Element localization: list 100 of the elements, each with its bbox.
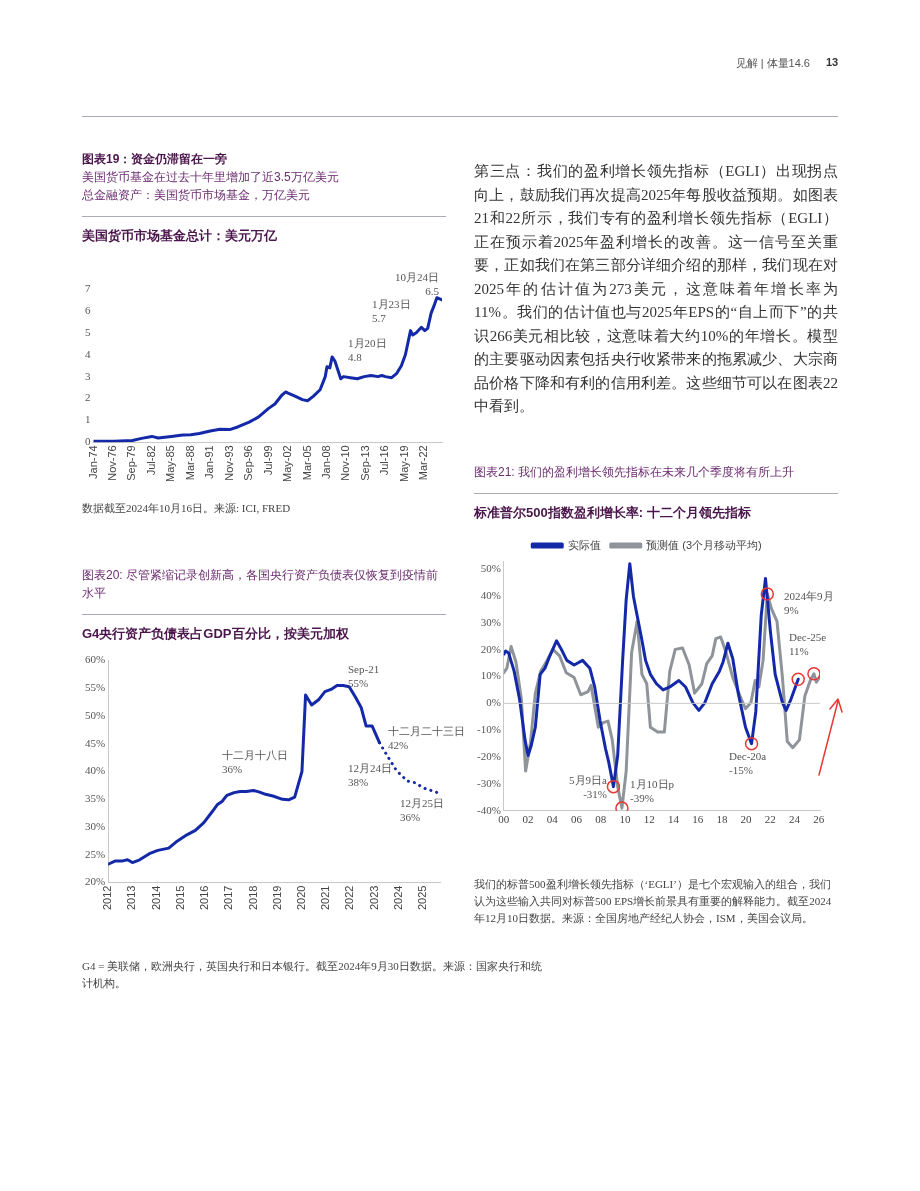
x-tick-label: May-02 xyxy=(281,445,294,483)
annotation: Dec-25e 11% xyxy=(789,631,827,658)
y-tick-label: 45% xyxy=(84,736,106,749)
y-tick-label: -30% xyxy=(477,776,501,789)
y-tick-label: -10% xyxy=(477,723,501,736)
x-tick-label: 08 xyxy=(595,813,607,826)
x-tick-label: 2015 xyxy=(173,885,186,911)
annotation: 十二月十八日 36% xyxy=(222,749,288,776)
y-tick-label: 1 xyxy=(85,413,91,426)
text: 数据截至2024年10月16日。来源: ICI, FRED xyxy=(82,501,292,516)
x-tick-label: 26 xyxy=(813,813,825,826)
y-tick-label: 4 xyxy=(85,347,91,360)
y-tick-label: -40% xyxy=(477,803,501,816)
annotation: 10月24日 6.5 xyxy=(395,271,440,298)
x-tick-label: 2017 xyxy=(222,885,235,911)
x-tick-label: 2016 xyxy=(198,885,211,911)
x-tick-label: 24 xyxy=(789,813,801,826)
x-tick-label: 20 xyxy=(740,813,753,826)
x-tick-label: 04 xyxy=(546,813,559,826)
annotation: 1月23日 5.7 xyxy=(372,298,411,325)
x-tick-label: Nov-76 xyxy=(105,445,118,481)
y-tick-label: 40% xyxy=(480,588,501,601)
y-tick-label: 50% xyxy=(84,708,106,721)
y-tick-label: 35% xyxy=(84,792,106,805)
x-tick-label: Sep-96 xyxy=(242,445,255,481)
text: 标准普尔500指数盈利增长率: 十二个月领先指标 xyxy=(474,504,752,522)
x-tick-label: 12 xyxy=(643,813,655,826)
y-tick-label: 60% xyxy=(84,653,106,666)
text: 美国货币市场基金总计：美元万亿 xyxy=(82,227,278,245)
x-tick-label: 2021 xyxy=(319,885,332,911)
x-tick-label: Jan-08 xyxy=(320,445,333,479)
x-tick-label: 2019 xyxy=(270,885,283,911)
x-tick-label: 14 xyxy=(667,813,680,826)
x-tick-label: 18 xyxy=(716,813,728,826)
text: G4 = 美联储，欧洲央行，英国央行和日本银行。截至2024年9月30日数据。来源：国家央行和统计机构。 xyxy=(82,959,543,991)
y-tick-label: 30% xyxy=(84,819,106,832)
annotation: Dec-20a -15% xyxy=(729,750,767,777)
x-tick-label: Jan-91 xyxy=(203,445,216,479)
x-tick-label: May-85 xyxy=(164,445,177,483)
x-tick-label: 2012 xyxy=(101,885,114,911)
annotation: 十二月二十三日 42% xyxy=(388,725,465,752)
text: G4央行资产负债表占GDP百分比，按美元加权 xyxy=(82,625,350,643)
point xyxy=(791,672,805,686)
x-tick-label: 16 xyxy=(692,813,704,826)
x-tick-label: 2018 xyxy=(246,885,259,911)
x-tick-label: Jul-82 xyxy=(144,445,157,476)
y-axis-title: 总金融资产：美国货币市场基金，万亿美元 xyxy=(82,187,311,204)
x-tick-label: Sep-79 xyxy=(125,445,138,481)
y-tick-label: 3 xyxy=(85,369,91,382)
annotation: 1月10日p -39% xyxy=(630,778,675,805)
x-tick-label: 2023 xyxy=(367,885,380,911)
x-tick-label: Nov-93 xyxy=(222,445,235,481)
text: 见解 | 体量14.6 xyxy=(734,56,810,71)
annotation: 2024年9月 9% xyxy=(784,590,834,617)
x-tick-label: 2014 xyxy=(149,885,162,911)
y-tick-label: 0% xyxy=(486,696,501,709)
y-tick-label: 7 xyxy=(85,281,91,294)
annotation: 12月25日 36% xyxy=(400,797,444,824)
chart-subtitle: 美国货币基金在过去十年里增加了近3.5万亿美元 xyxy=(82,169,340,186)
y-tick-label: 50% xyxy=(480,561,501,574)
x-tick-label: Nov-10 xyxy=(339,445,352,481)
x-tick-label: Mar-88 xyxy=(183,445,196,481)
annotation: 12月24日 38% xyxy=(348,762,392,789)
y-tick-label: 25% xyxy=(84,847,106,860)
x-tick-label: May-19 xyxy=(397,445,410,483)
x-tick-label: Jan-74 xyxy=(86,445,99,479)
x-tick-label: Jul-16 xyxy=(378,445,391,476)
point xyxy=(606,779,621,794)
y-tick-label: 6 xyxy=(85,303,91,316)
annotation: 5月9日a -31% xyxy=(569,774,608,801)
annotation: 1月20日 4.8 xyxy=(348,337,387,364)
y-tick-label: 40% xyxy=(84,764,106,777)
chart-title: 图表20: 尽管紧缩记录创新高，各国央行资产负债表仅恢复到疫情前水平 xyxy=(82,567,439,602)
point xyxy=(760,587,775,601)
x-tick-label: Mar-05 xyxy=(300,445,313,481)
y-tick-label: 30% xyxy=(480,615,501,628)
y-tick-label: 20% xyxy=(480,642,501,655)
y-tick-label: 10% xyxy=(480,669,501,682)
x-tick-label: 2013 xyxy=(125,885,138,911)
x-tick-label: Jul-99 xyxy=(261,445,274,476)
legend-label: 预测值 (3个月移动平均) xyxy=(646,538,762,551)
chart-title: 图表21: 我们的盈利增长领先指标在未来几个季度将有所上升 xyxy=(474,464,795,481)
x-tick-label: 2024 xyxy=(391,885,404,911)
x-tick-label: 2022 xyxy=(343,885,356,911)
y-tick-label: 5 xyxy=(85,325,91,338)
point xyxy=(807,667,820,681)
point xyxy=(744,736,759,751)
x-tick-label: Sep-13 xyxy=(358,445,371,481)
legend-label: 实际值 xyxy=(567,538,601,551)
x-tick-label: 06 xyxy=(571,813,583,826)
x-tick-label: 22 xyxy=(764,813,776,826)
y-tick-label: -20% xyxy=(477,749,501,762)
text: 第三点：我们的盈利增长领先指标（EGLI）出现拐点向上，鼓励我们再次提高2025年每股收益预期。如图表21和22所示，我们专有的盈利增长领先指标（EGLI）正在预示着2025年盈利增长的改善。这一信号至关重要，正如我们在第三部分详细介绍的那样，我们现在对2025年的估计值为273美元，这意味着年增长率为11%。我们的估计值也与2025年EPS的“自上而下”的共识266美元相比较，这意味着大约10%的年增长。模型的主要驱动因素包括央行收紧带来的拖累减少、大宗商品价格下降和有利的信用利差。这些细节可以在图表22中看到。 xyxy=(474,163,838,414)
y-tick-label: 55% xyxy=(84,681,106,694)
x-tick-label: 2025 xyxy=(416,885,429,911)
x-tick-label: 10 xyxy=(619,813,631,826)
x-tick-label: 00 xyxy=(498,813,510,826)
x-tick-label: 2020 xyxy=(294,885,307,911)
chart-title: 图表19：资金仍滞留在一旁 xyxy=(82,151,229,168)
y-tick-label: 2 xyxy=(85,391,91,404)
